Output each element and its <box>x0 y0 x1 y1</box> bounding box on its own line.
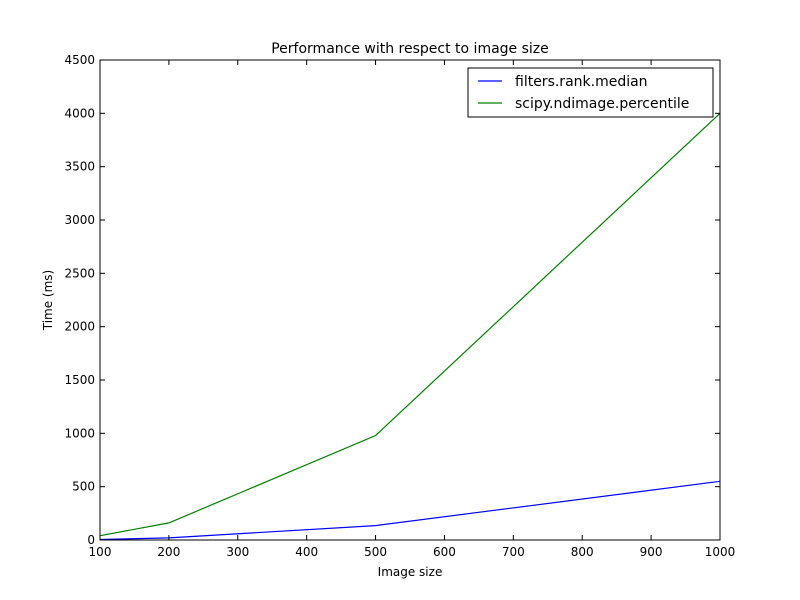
ticks-layer: 100 200 300 400 500 600 700 800 900 1000 0 500 1000 1… <box>64 53 735 559</box>
y-tick-label: 4500 <box>64 53 95 67</box>
y-tick-label: 500 <box>72 480 95 494</box>
y-tick-label: 1500 <box>64 373 95 387</box>
y-axis-label: Time (ms) <box>41 270 55 332</box>
x-tick-label: 800 <box>571 545 594 559</box>
series-line-1 <box>99 480 721 541</box>
x-tick-label: 1000 <box>705 545 736 559</box>
series-line-2 <box>99 112 721 537</box>
x-tick-label: 700 <box>502 545 525 559</box>
legend-label-2: scipy.ndimage.percentile <box>515 96 689 112</box>
legend: filters.rank.median scipy.ndimage.percent… <box>467 67 714 118</box>
chart-title: Performance with respect to image size <box>271 41 549 57</box>
x-tick-label: 100 <box>89 545 112 559</box>
legend-frame <box>467 67 714 118</box>
plot-area-frame <box>99 59 721 541</box>
x-tick-label: 900 <box>640 545 663 559</box>
y-tick-label: 2000 <box>64 320 95 334</box>
x-tick-label: 300 <box>226 545 249 559</box>
y-tick-label: 1000 <box>64 426 95 440</box>
legend-label-1: filters.rank.median <box>515 74 648 90</box>
x-tick-label: 200 <box>157 545 180 559</box>
x-axis-label: Image size <box>378 565 443 579</box>
y-tick-label: 0 <box>87 533 95 547</box>
x-tick-label: 500 <box>364 545 387 559</box>
y-tick-label: 2500 <box>64 266 95 280</box>
series-layer <box>99 112 721 541</box>
x-tick-label: 400 <box>295 545 318 559</box>
y-tick-label: 3500 <box>64 160 95 174</box>
y-tick-label: 4000 <box>64 106 95 120</box>
y-tick-label: 3000 <box>64 213 95 227</box>
x-tick-label: 600 <box>433 545 456 559</box>
